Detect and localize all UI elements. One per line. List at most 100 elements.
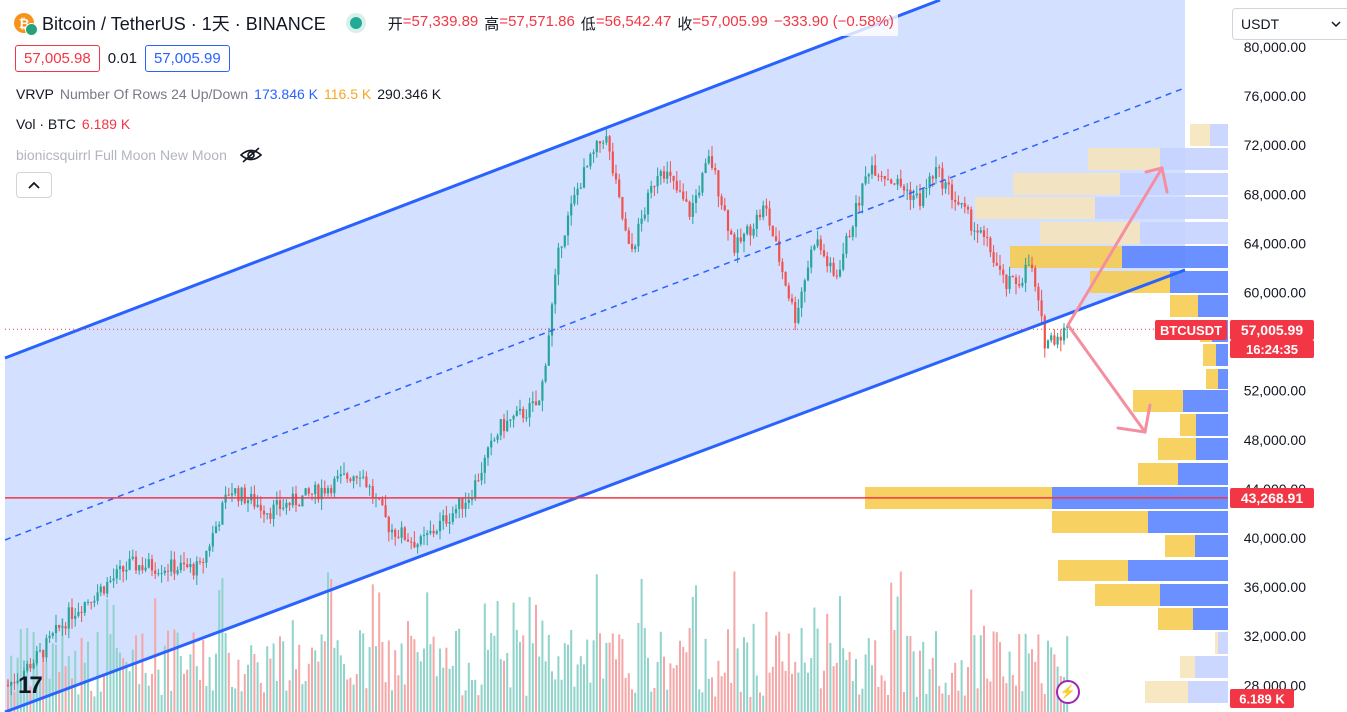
eye-off-icon[interactable] [239, 146, 263, 164]
volume-bar [167, 630, 169, 712]
candle-body [624, 218, 627, 231]
candle-body [931, 176, 934, 179]
volume-bar [205, 686, 208, 712]
volume-bar [45, 662, 48, 712]
volume-bar [323, 641, 326, 712]
candle-body [864, 176, 867, 184]
candle-body [902, 186, 906, 191]
candle-body [870, 165, 874, 175]
collapse-legend-button[interactable] [16, 172, 52, 198]
volume-profile-row-down [1138, 463, 1178, 485]
candle-body [198, 561, 202, 563]
market-status-icon[interactable] [349, 17, 362, 29]
volume-bar [746, 642, 749, 712]
volume-bar [135, 635, 137, 712]
candle-body [445, 515, 448, 524]
candle-body [1014, 277, 1018, 285]
arrow-up-line[interactable] [1066, 166, 1164, 327]
volume-bar [266, 646, 269, 712]
volume-bar [39, 681, 41, 712]
volume-bar [615, 659, 617, 712]
volume-profile-row-down [1180, 414, 1196, 436]
volume-bar [288, 680, 291, 712]
buy-price-button[interactable]: 57,005.99 [144, 45, 230, 72]
sell-price-button[interactable]: 57,005.98 [15, 45, 100, 72]
indicator-vrvp[interactable]: VRVP Number Of Rows 24 Up/Down 173.846 K… [16, 86, 441, 102]
candle-body [1021, 282, 1024, 286]
volume-bar [317, 661, 320, 712]
currency-select[interactable]: USDT [1232, 8, 1347, 40]
volume-bar [711, 677, 713, 712]
candle-body [778, 240, 781, 262]
candle-body [22, 670, 26, 679]
volume-bar [355, 674, 358, 712]
arrow-down-head-icon[interactable] [1116, 403, 1152, 434]
volume-bar [695, 585, 697, 712]
candle-body [157, 573, 160, 575]
candle-body [26, 663, 29, 671]
tradingview-logo[interactable]: 17 [18, 672, 43, 699]
symbol-header[interactable]: ₿ Bitcoin / TetherUS · 1天 · BINANCE 开 =57… [14, 10, 898, 36]
candle-body [720, 196, 723, 206]
volume-bar [1018, 634, 1021, 712]
volume-bar [413, 639, 416, 712]
candle-body [42, 650, 45, 658]
volume-bar [522, 635, 525, 712]
candle-body [240, 487, 243, 502]
candle-body [1002, 269, 1005, 275]
candle-body [666, 171, 669, 179]
arrow-up-head-icon[interactable] [1144, 166, 1169, 194]
volume-bar [922, 641, 925, 712]
volume-bar [547, 634, 550, 712]
candle-body [787, 285, 790, 299]
volume-bar [35, 654, 38, 712]
drawn-arrows[interactable] [1066, 166, 1169, 434]
channel-median-line[interactable] [4, 88, 1183, 541]
countdown-label: 16:24:35 [1246, 342, 1298, 357]
indicator-volume[interactable]: Vol · BTC 6.189 K [16, 116, 130, 132]
volume-bar [61, 618, 64, 712]
volume-bar [391, 690, 393, 712]
candle-body [678, 190, 682, 192]
moon-indicator-name: bionicsquirrl Full Moon New Moon [16, 147, 227, 163]
candle-body [851, 226, 854, 237]
volume-bar [967, 667, 969, 712]
volume-bar [909, 636, 912, 712]
candle-body [986, 236, 989, 238]
candle-body [675, 180, 678, 191]
candle-body [963, 203, 966, 208]
candle-body [118, 566, 122, 570]
candle-body [64, 626, 67, 629]
volume-bar [119, 652, 121, 712]
symbol-title[interactable]: Bitcoin / TetherUS · 1天 · BINANCE [42, 14, 326, 34]
candle-body [861, 183, 864, 206]
candle-body [662, 171, 666, 179]
lightning-icon[interactable]: ⚡ [1056, 680, 1080, 704]
candle-body [342, 473, 346, 475]
symbol-label: BTCUSDT [1160, 323, 1222, 338]
volume-profile-row-down [1180, 656, 1195, 678]
volume-bar [675, 665, 678, 712]
volume-bar [816, 628, 819, 712]
volume-bar [925, 693, 928, 712]
volume-bar [931, 657, 934, 712]
volume-bar [211, 690, 214, 712]
arrow-down-line[interactable] [1066, 323, 1147, 434]
channel-lower-line[interactable] [4, 268, 1186, 712]
candle-body [1046, 340, 1050, 349]
volume-bar [781, 661, 784, 712]
candle-body [906, 189, 909, 191]
candle-body [525, 417, 528, 419]
candle-body [797, 307, 800, 323]
volume-bar [960, 660, 963, 712]
candle-body [221, 502, 224, 525]
candle-body [618, 179, 621, 197]
volume-profile-row-up [1170, 271, 1228, 293]
channel-upper-line[interactable] [4, 0, 941, 360]
candle-body [1056, 336, 1059, 345]
volume-bar [983, 625, 985, 712]
volume-profile-row-up [1210, 124, 1228, 146]
indicator-moon[interactable]: bionicsquirrl Full Moon New Moon [16, 146, 263, 164]
candle-body [877, 175, 880, 177]
